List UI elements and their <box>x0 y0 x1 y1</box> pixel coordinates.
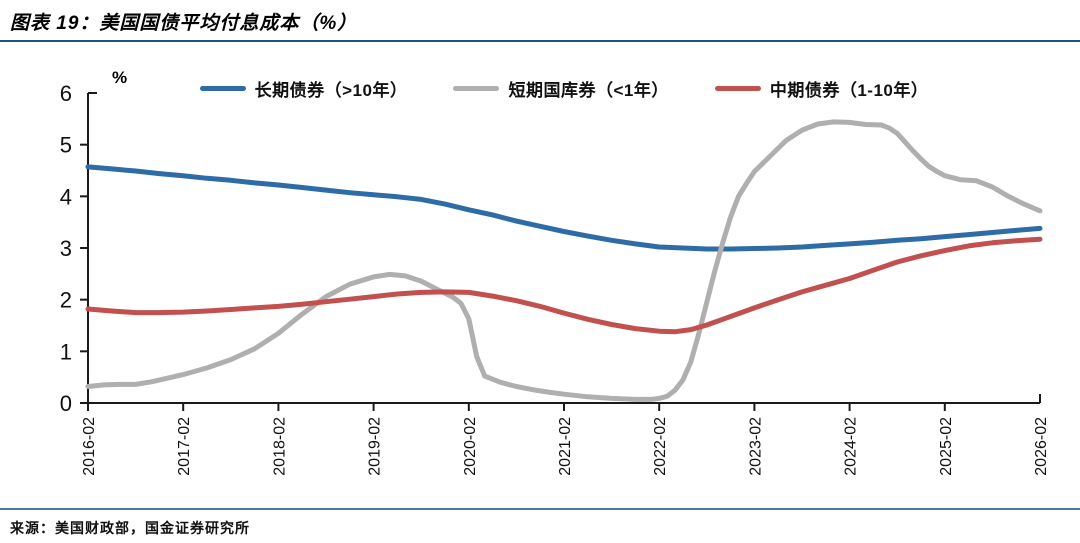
x-tick-label: 2021-02 <box>557 417 574 476</box>
x-tick-label: 2017-02 <box>176 417 193 476</box>
x-tick-label: 2024-02 <box>843 417 860 476</box>
y-tick-label: 2 <box>60 288 72 313</box>
x-tick-label: 2022-02 <box>652 417 669 476</box>
x-tick-label: 2023-02 <box>747 417 764 476</box>
y-tick-label: 5 <box>60 133 72 158</box>
legend-item-long-term: 长期债券（>10年） <box>199 76 408 101</box>
source-note: 来源：美国财政部，国金证券研究所 <box>10 520 250 536</box>
x-tick-label: 2026-02 <box>1033 417 1050 476</box>
chart-legend: 长期债券（>10年） 短期国库券（<1年） 中期债券（1-10年） <box>88 76 1040 101</box>
x-tick-label: 2016-02 <box>81 417 98 476</box>
legend-item-medium-term: 中期债券（1-10年） <box>714 76 929 101</box>
y-tick-label: 6 <box>60 81 72 106</box>
x-tick-label: 2025-02 <box>938 417 955 476</box>
legend-label-medium-term: 中期债券（1-10年） <box>769 81 929 100</box>
series-line-2 <box>85 236 1043 335</box>
legend-label-short-term: 短期国库券（<1年） <box>508 81 669 100</box>
y-tick-label: 4 <box>60 184 72 209</box>
title-divider <box>0 40 1080 42</box>
y-tick-label: 0 <box>60 391 72 416</box>
x-tick-label: 2019-02 <box>367 417 384 476</box>
y-axis-unit-label: % <box>112 68 128 87</box>
legend-item-short-term: 短期国库券（<1年） <box>453 76 668 101</box>
figure-title: 图表 19：美国国债平均付息成本（%） <box>10 13 358 34</box>
y-tick-label: 3 <box>60 236 72 261</box>
legend-swatch-short-term <box>453 86 500 91</box>
x-tick-label: 2018-02 <box>271 417 288 476</box>
x-tick-label: 2020-02 <box>462 417 479 476</box>
legend-swatch-long-term <box>199 86 246 91</box>
legend-label-long-term: 长期债券（>10年） <box>254 81 408 100</box>
footer-divider <box>0 508 1080 510</box>
legend-swatch-medium-term <box>714 86 761 91</box>
y-tick-label: 1 <box>60 339 72 364</box>
series-line-1 <box>85 119 1043 402</box>
series-line-0 <box>85 164 1043 252</box>
